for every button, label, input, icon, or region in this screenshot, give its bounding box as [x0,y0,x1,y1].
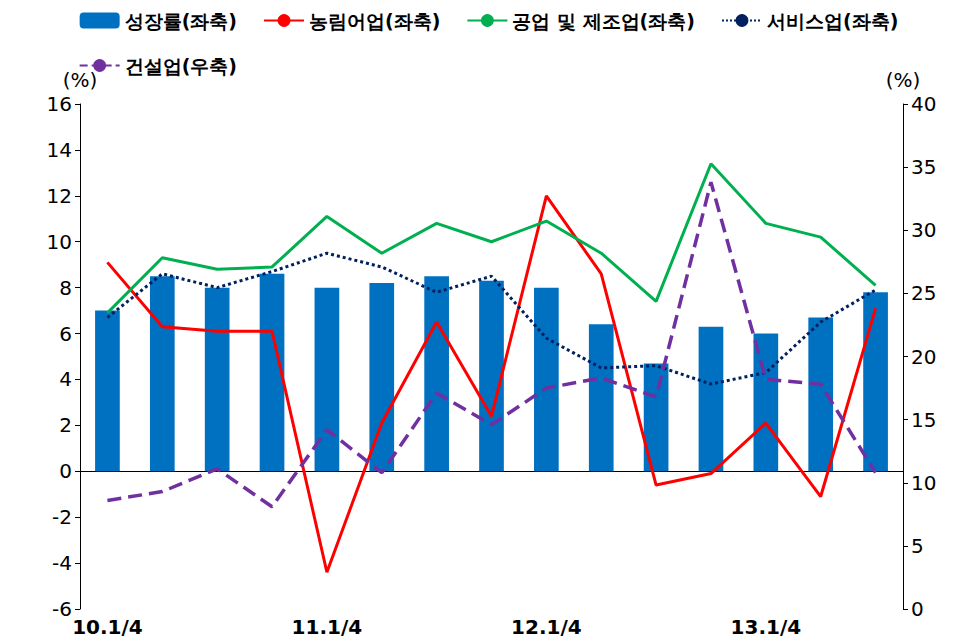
svg-text:20: 20 [911,345,936,369]
svg-text:8: 8 [59,276,72,300]
svg-text:-4: -4 [52,551,72,575]
svg-text:0: 0 [911,597,924,621]
svg-text:10.1/4: 10.1/4 [72,615,143,639]
svg-text:15: 15 [911,408,936,432]
svg-text:성장률(좌축): 성장률(좌축) [125,10,237,32]
svg-text:10: 10 [911,471,936,495]
svg-text:12: 12 [47,184,72,208]
svg-text:(%): (%) [63,68,98,92]
svg-text:40: 40 [911,92,936,116]
svg-text:35: 35 [911,155,936,179]
svg-text:-6: -6 [52,597,72,621]
svg-text:14: 14 [47,138,72,162]
svg-text:공업 및 제조업(좌축): 공업 및 제조업(좌축) [512,10,695,32]
svg-text:(%): (%) [886,68,921,92]
svg-text:건설업(우축): 건설업(우축) [125,55,237,77]
svg-text:5: 5 [911,534,924,558]
svg-text:0: 0 [59,459,72,483]
svg-text:2: 2 [59,413,72,437]
svg-text:13.1/4: 13.1/4 [731,615,802,639]
svg-text:12.1/4: 12.1/4 [511,615,582,639]
svg-text:16: 16 [47,92,72,116]
svg-text:4: 4 [59,367,72,391]
svg-text:6: 6 [59,322,72,346]
svg-text:30: 30 [911,218,936,242]
svg-text:서비스업(좌축): 서비스업(좌축) [767,10,898,32]
svg-text:10: 10 [47,230,72,254]
svg-text:25: 25 [911,281,936,305]
svg-text:농림어업(좌축): 농림어업(좌축) [309,10,440,32]
svg-text:11.1/4: 11.1/4 [292,615,363,639]
svg-text:-2: -2 [52,505,72,529]
